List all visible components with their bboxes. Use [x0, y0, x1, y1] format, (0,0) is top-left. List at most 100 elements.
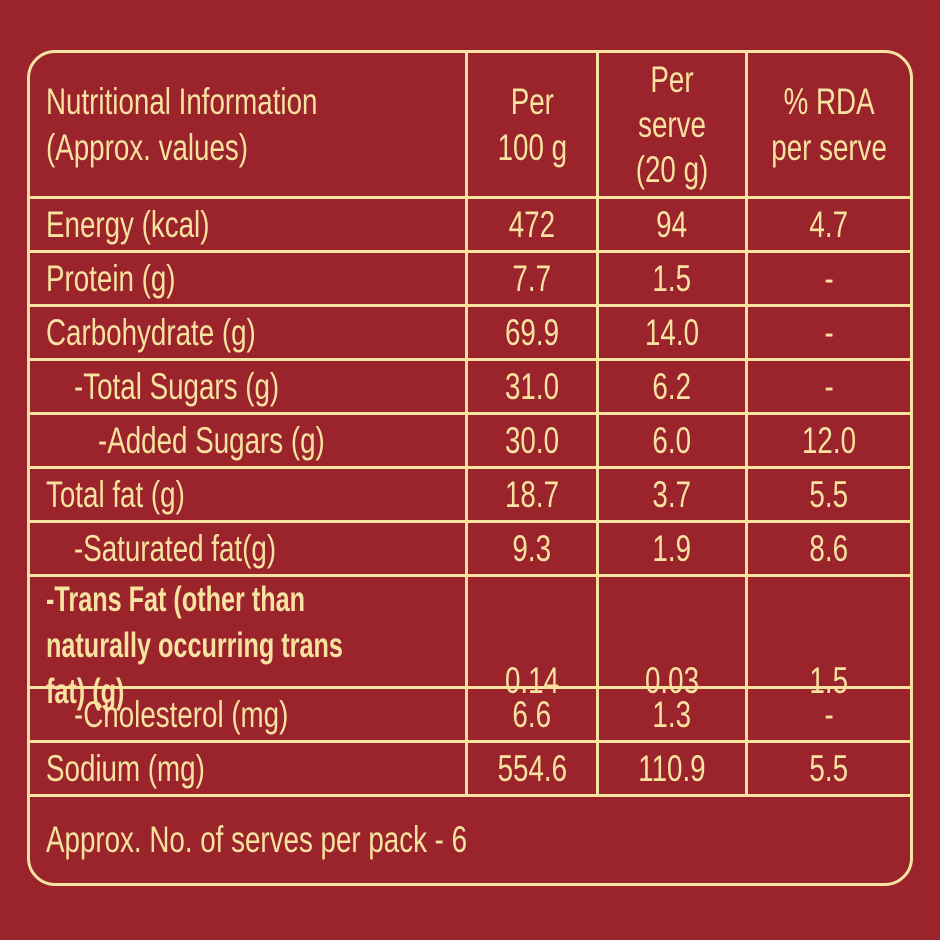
rda-value: 4.7 [809, 203, 849, 245]
per-serve-cell: 110.9 [599, 743, 748, 794]
header-title-cell: Nutritional Information (Approx. values) [30, 53, 468, 196]
header-title: Nutritional Information (Approx. values) [46, 81, 318, 168]
rda-value: 1.5 [809, 660, 849, 702]
header-per-serve: Per serve (20 g) [635, 58, 709, 191]
per-serve-cell: 3.7 [599, 469, 748, 520]
serves-note-cell: Approx. No. of serves per pack - 6 [30, 797, 910, 883]
rda-value: 8.6 [809, 527, 849, 569]
per-serve-value: 94 [656, 203, 688, 245]
per-100g-cell: 18.7 [468, 469, 599, 520]
per-100g-value: 6.6 [512, 693, 552, 735]
per-100g-value: 9.3 [512, 527, 552, 569]
header-per-100g: Per 100 g [497, 81, 567, 168]
per-100g-value: 554.6 [497, 747, 567, 789]
row-label: -Total Sugars (g) [74, 365, 280, 407]
table-row-energy: Energy (kcal) 472 94 4.7 [30, 199, 910, 253]
row-label-cell: -Added Sugars (g) [30, 415, 468, 466]
row-label-cell: -Total Sugars (g) [30, 361, 468, 412]
per-serve-value: 6.0 [652, 419, 692, 461]
row-label-cell: -Cholesterol (mg) [30, 689, 468, 740]
per-100g-cell: 472 [468, 199, 599, 250]
row-label: Energy (kcal) [46, 203, 210, 245]
table-footer-row: Approx. No. of serves per pack - 6 [30, 797, 910, 883]
per-serve-value: 1.3 [652, 693, 692, 735]
rda-cell: - [748, 253, 910, 304]
per-serve-value: 14.0 [644, 311, 699, 353]
header-rda: % RDA per serve [771, 81, 887, 168]
per-100g-cell: 554.6 [468, 743, 599, 794]
row-label: -Added Sugars (g) [98, 419, 325, 461]
table-row-sodium: Sodium (mg) 554.6 110.9 5.5 [30, 743, 910, 797]
table-row-protein: Protein (g) 7.7 1.5 - [30, 253, 910, 307]
row-label: Carbohydrate (g) [46, 311, 256, 353]
per-100g-cell: 9.3 [468, 523, 599, 574]
per-serve-value: 1.9 [652, 527, 692, 569]
per-100g-cell: 31.0 [468, 361, 599, 412]
rda-cell: 12.0 [748, 415, 910, 466]
row-label: Sodium (mg) [46, 747, 205, 789]
table-row-total-sugars: -Total Sugars (g) 31.0 6.2 - [30, 361, 910, 415]
table-row-trans-fat: -Trans Fat (other than naturally occurri… [30, 577, 910, 716]
rda-value: 12.0 [801, 419, 856, 461]
rda-cell: - [748, 307, 910, 358]
per-100g-value: 18.7 [504, 473, 559, 515]
per-100g-cell: 0.14 [468, 577, 599, 716]
row-label-cell: Carbohydrate (g) [30, 307, 468, 358]
rda-cell: - [748, 361, 910, 412]
rda-value: - [824, 365, 834, 407]
rda-value: - [824, 257, 834, 299]
rda-value: 5.5 [809, 747, 849, 789]
per-serve-cell: 94 [599, 199, 748, 250]
row-label-cell: Energy (kcal) [30, 199, 468, 250]
per-100g-cell: 6.6 [468, 689, 599, 740]
rda-cell: 1.5 [748, 577, 910, 716]
row-label: Protein (g) [46, 257, 176, 299]
nutrition-table: Nutritional Information (Approx. values)… [27, 50, 913, 886]
per-serve-cell: 6.2 [599, 361, 748, 412]
rda-cell: 4.7 [748, 199, 910, 250]
table-row-cholesterol: -Cholesterol (mg) 6.6 1.3 - [30, 689, 910, 743]
per-100g-value: 31.0 [504, 365, 559, 407]
rda-cell: 5.5 [748, 469, 910, 520]
per-serve-cell: 1.9 [599, 523, 748, 574]
rda-cell: 5.5 [748, 743, 910, 794]
per-100g-cell: 69.9 [468, 307, 599, 358]
per-serve-value: 3.7 [652, 473, 692, 515]
per-serve-cell: 1.5 [599, 253, 748, 304]
per-serve-cell: 1.3 [599, 689, 748, 740]
row-label: Total fat (g) [46, 473, 185, 515]
row-label-cell: -Saturated fat(g) [30, 523, 468, 574]
serves-note: Approx. No. of serves per pack - 6 [46, 819, 468, 861]
rda-value: - [824, 693, 834, 735]
row-label-cell: -Trans Fat (other than naturally occurri… [30, 577, 468, 716]
per-serve-value: 0.03 [644, 660, 699, 702]
table-row-saturated-fat: -Saturated fat(g) 9.3 1.9 8.6 [30, 523, 910, 577]
per-100g-value: 0.14 [504, 660, 559, 702]
per-100g-value: 69.9 [504, 311, 559, 353]
rda-value: 5.5 [809, 473, 849, 515]
table-row-carbohydrate: Carbohydrate (g) 69.9 14.0 - [30, 307, 910, 361]
per-100g-cell: 30.0 [468, 415, 599, 466]
per-100g-cell: 7.7 [468, 253, 599, 304]
row-label: -Cholesterol (mg) [74, 693, 289, 735]
per-serve-value: 6.2 [652, 365, 692, 407]
row-label-cell: Sodium (mg) [30, 743, 468, 794]
rda-cell: - [748, 689, 910, 740]
table-row-total-fat: Total fat (g) 18.7 3.7 5.5 [30, 469, 910, 523]
per-100g-value: 30.0 [504, 419, 559, 461]
header-per-serve-cell: Per serve (20 g) [599, 53, 748, 196]
table-header-row: Nutritional Information (Approx. values)… [30, 53, 910, 199]
per-serve-cell: 6.0 [599, 415, 748, 466]
row-label-cell: Protein (g) [30, 253, 468, 304]
rda-cell: 8.6 [748, 523, 910, 574]
per-serve-value: 1.5 [652, 257, 692, 299]
table-row-added-sugars: -Added Sugars (g) 30.0 6.0 12.0 [30, 415, 910, 469]
per-serve-value: 110.9 [638, 747, 706, 789]
per-serve-cell: 14.0 [599, 307, 748, 358]
header-rda-cell: % RDA per serve [748, 53, 910, 196]
row-label-cell: Total fat (g) [30, 469, 468, 520]
per-serve-cell: 0.03 [599, 577, 748, 716]
per-100g-value: 472 [508, 203, 556, 245]
rda-value: - [824, 311, 834, 353]
